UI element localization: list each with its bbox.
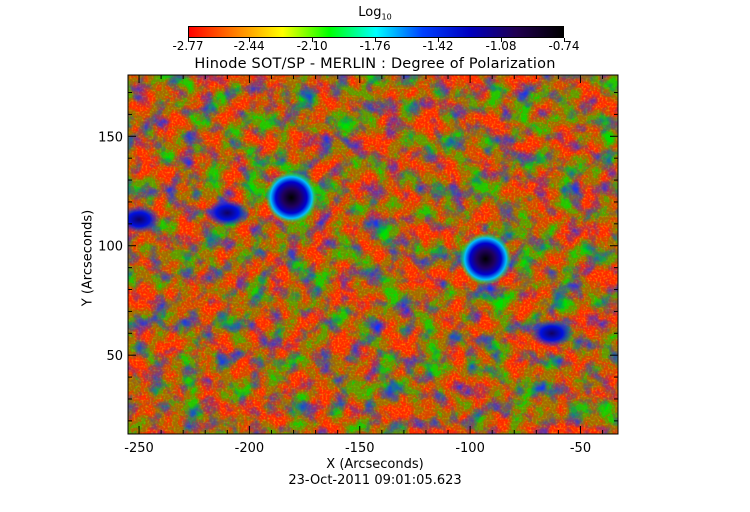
timestamp: 23-Oct-2011 09:01:05.623 [288,473,461,488]
x-axis-label: X (Arcseconds) [326,457,423,472]
strong-field-patch-mark [205,199,249,227]
y-tick-label: 50 [106,349,123,364]
y-tick-label: 100 [98,240,123,255]
x-tick-label: -100 [455,441,485,456]
strong-field-patch-mark [117,205,161,233]
y-tick-label: 150 [98,130,123,145]
x-tick-label: -150 [345,441,375,456]
strong-field-patch-mark [530,319,574,347]
x-tick-label: -50 [570,441,591,456]
sunspot-pore-mark [460,233,512,285]
sunspot-pore-mark [265,172,317,224]
heatmap-strong-field [128,75,618,434]
x-tick-label: -250 [124,441,154,456]
x-tick-label: -200 [235,441,265,456]
y-axis-label: Y (Arcseconds) [81,210,96,306]
